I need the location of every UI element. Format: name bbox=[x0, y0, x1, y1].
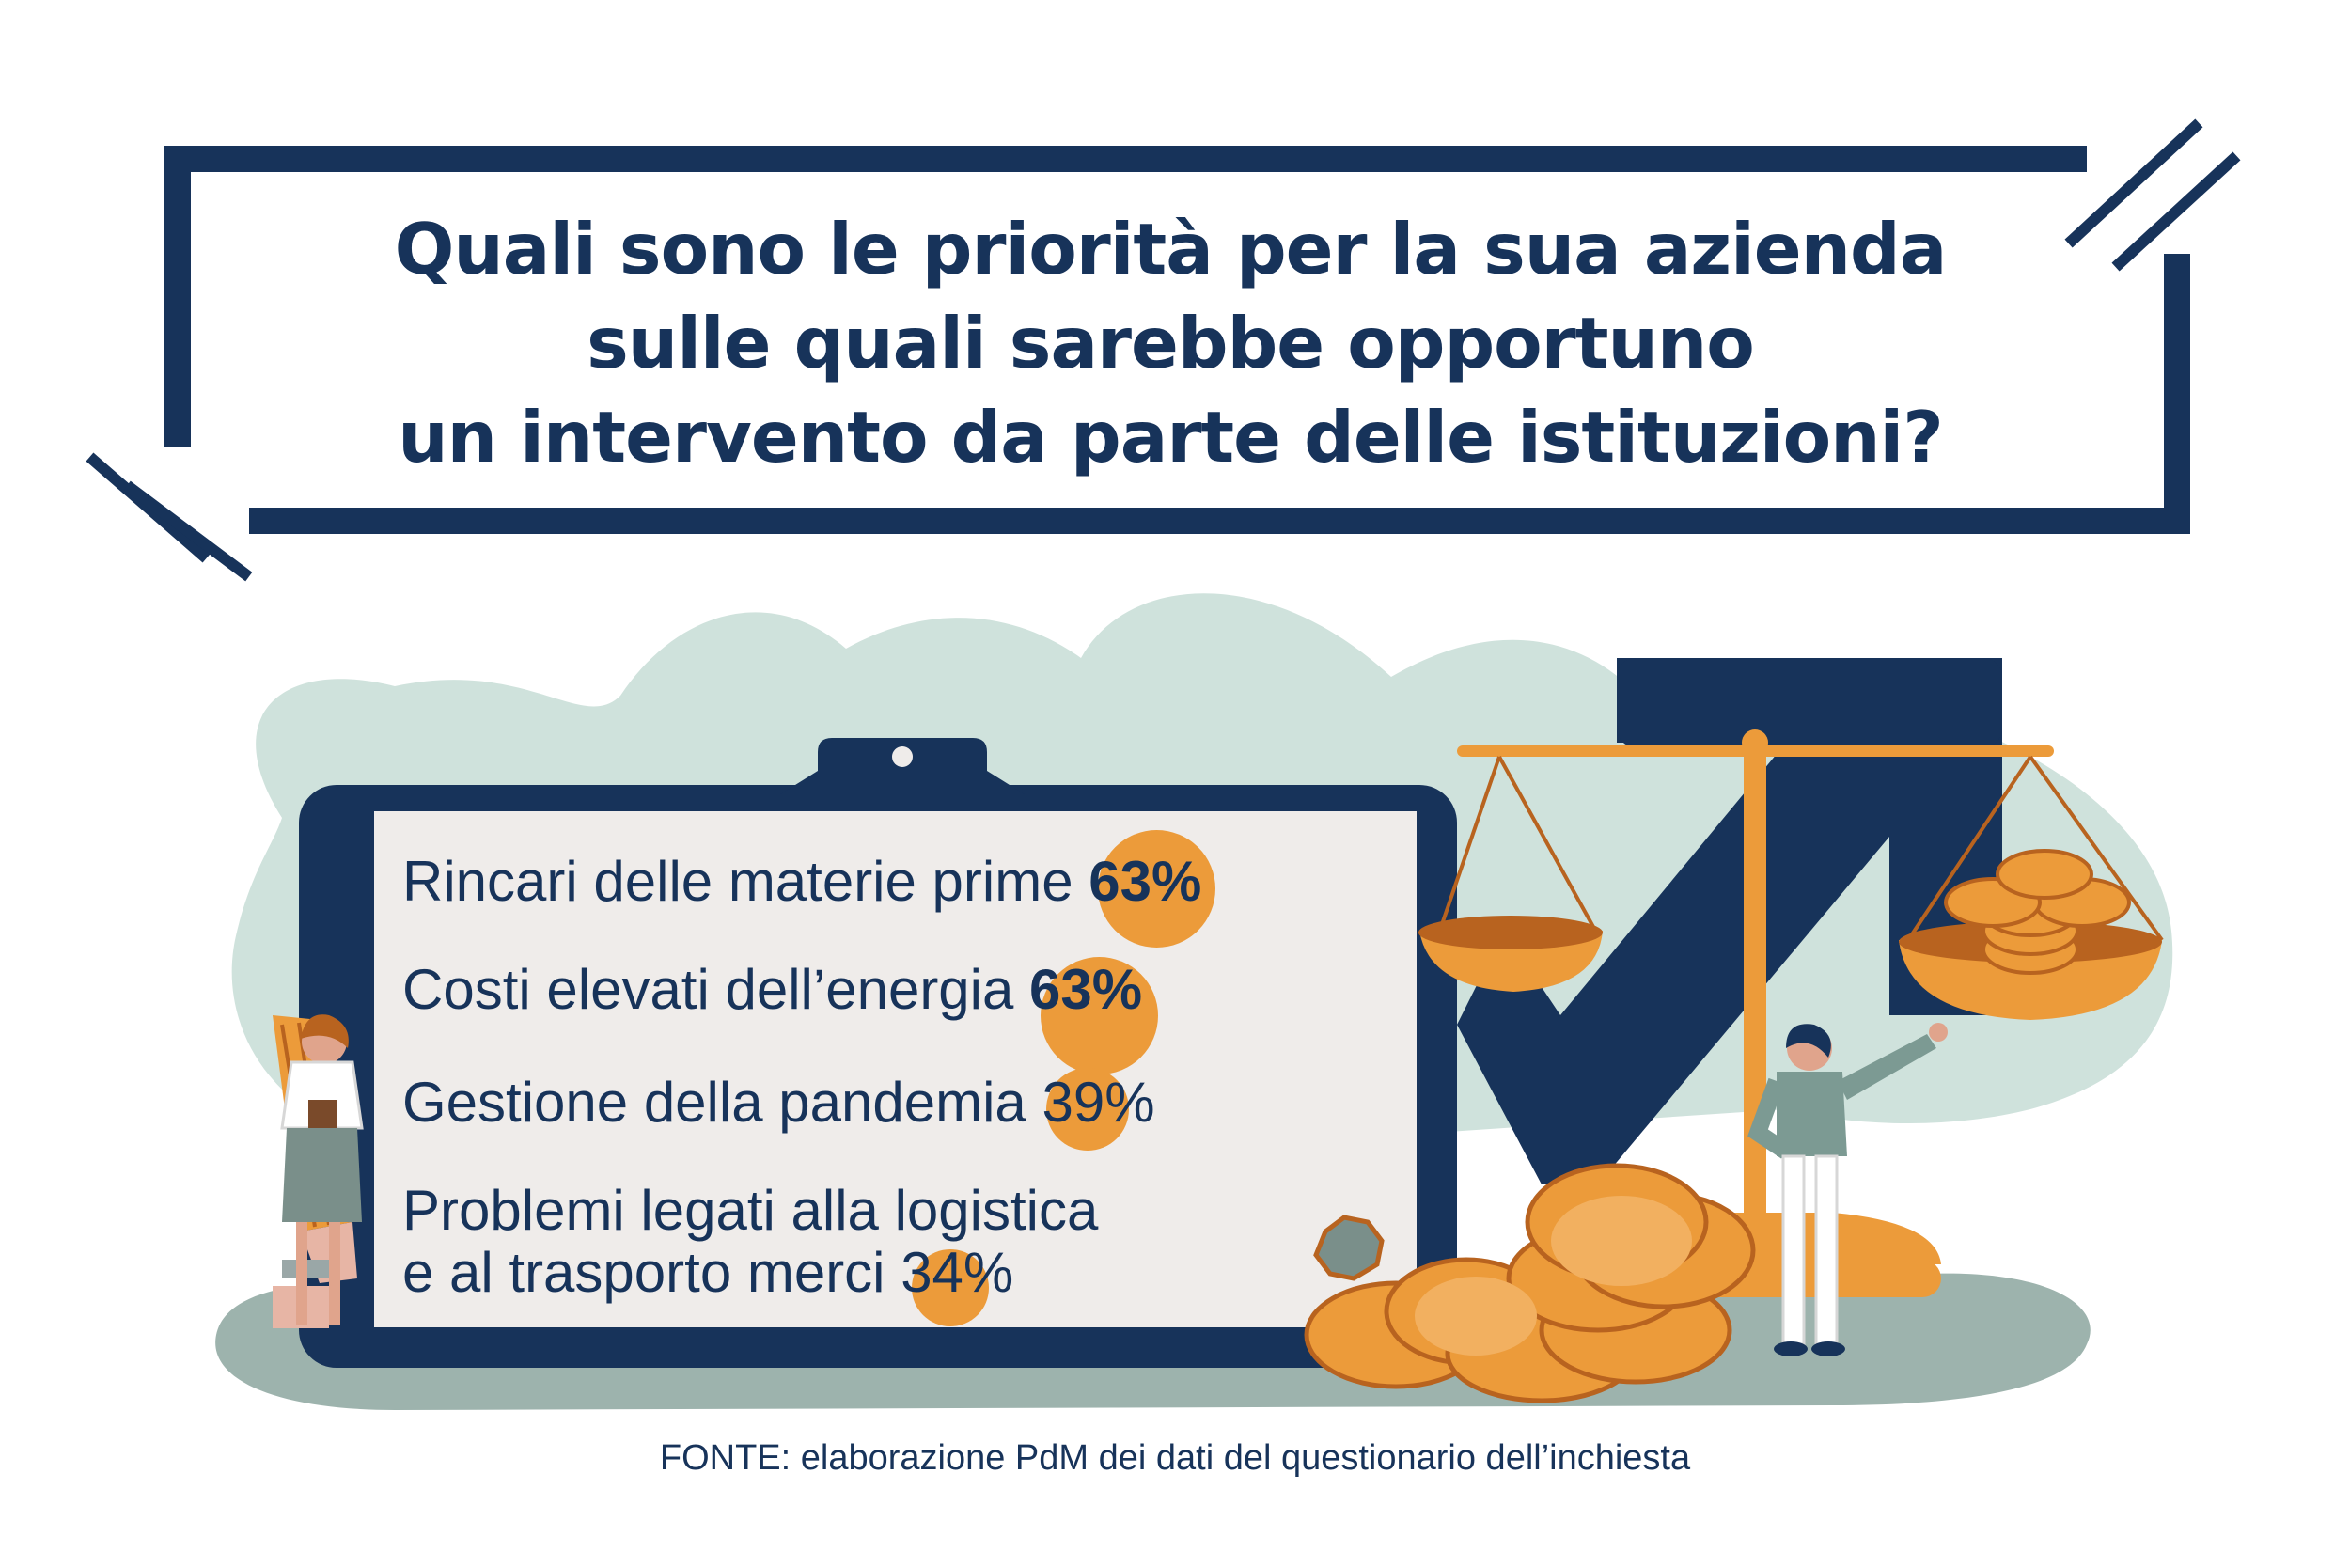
title-line-1: Quali sono le priorità per la sua aziend… bbox=[394, 208, 1948, 290]
percent-bubble bbox=[1046, 1068, 1130, 1151]
list-item: Gestione della pandemia 39% bbox=[402, 1068, 1155, 1151]
page-title: Quali sono le priorità per la sua aziend… bbox=[226, 202, 2115, 484]
item-label-line-1: Problemi legati alla logistica bbox=[402, 1179, 1099, 1242]
item-percent-wrap: 63% bbox=[1029, 957, 1159, 1074]
percent-bubble bbox=[1098, 830, 1216, 948]
list-item: Costi elevati dell’energia 63% bbox=[402, 957, 1159, 1074]
title-line-3: un intervento da parte delle istituzioni… bbox=[398, 396, 1943, 478]
item-percent-wrap: 39% bbox=[1042, 1068, 1155, 1151]
item-percent-wrap: 63% bbox=[1089, 830, 1216, 948]
item-percent: 34% bbox=[901, 1241, 1014, 1304]
item-percent: 63% bbox=[1029, 958, 1143, 1021]
item-label-line-2: e al trasporto merci bbox=[402, 1241, 885, 1304]
person-right-icon bbox=[1747, 1023, 1948, 1356]
item-label: Costi elevati dell’energia bbox=[402, 958, 1014, 1021]
coin-pile-icon bbox=[1304, 1163, 1756, 1403]
item-percent: 39% bbox=[1042, 1071, 1155, 1134]
list-item: Problemi legati alla logistica e al tras… bbox=[402, 1179, 1099, 1326]
trend-arrow-icon bbox=[1457, 658, 2002, 1184]
item-label: Rincari delle materie prime bbox=[402, 850, 1073, 913]
title-frame bbox=[86, 118, 2241, 582]
person-left-icon bbox=[280, 1014, 364, 1325]
coin-stack-icon bbox=[1944, 849, 2131, 975]
list-item: Rincari delle materie prime 63% bbox=[402, 830, 1216, 948]
percent-bubble bbox=[1041, 957, 1159, 1074]
item-label: Gestione della pandemia bbox=[402, 1071, 1026, 1134]
item-percent: 63% bbox=[1089, 850, 1202, 913]
source-note: FONTE: elaborazione PdM dei dati del que… bbox=[659, 1438, 1691, 1478]
percent-bubble bbox=[912, 1249, 990, 1326]
title-line-2: sulle quali sarebbe opportuno bbox=[587, 302, 1755, 384]
item-percent-wrap: 34% bbox=[901, 1241, 1014, 1326]
